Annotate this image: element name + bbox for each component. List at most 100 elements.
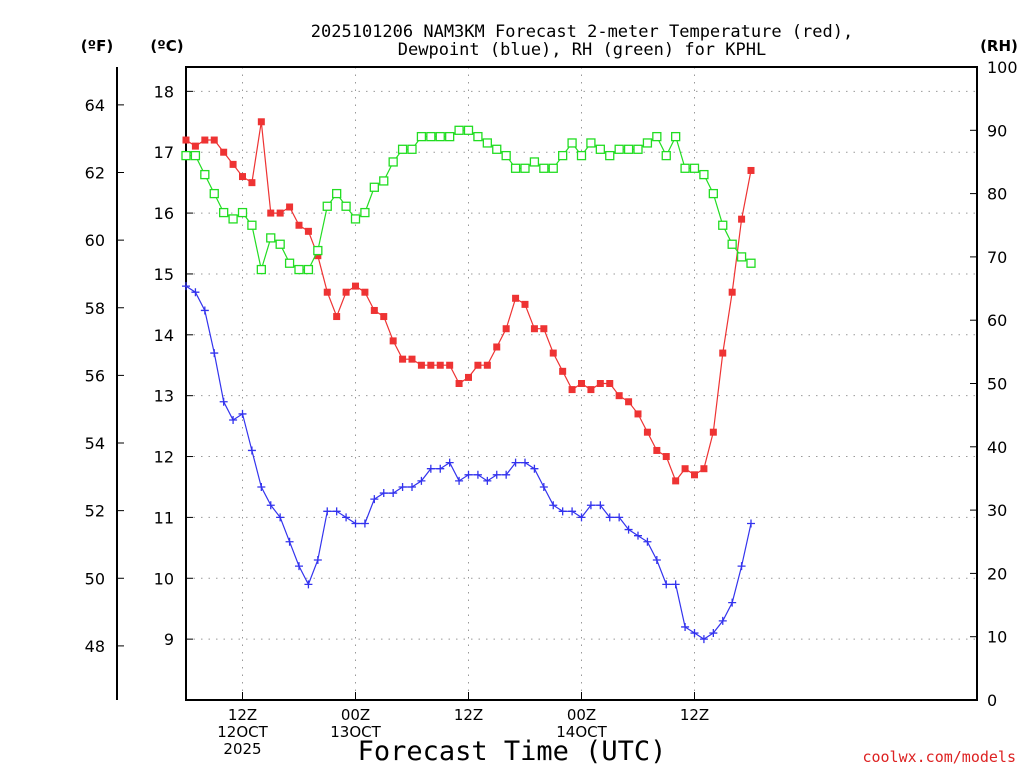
credit-text: coolwx.com/models — [862, 748, 1016, 766]
temperature-point — [446, 361, 454, 369]
dewpoint-point — [313, 556, 322, 565]
temperature-point — [596, 380, 604, 387]
rh-tick-label: 80 — [987, 185, 1007, 204]
series-rh — [181, 125, 756, 275]
f-tick-label: 62 — [85, 164, 105, 183]
x-tick-label: 2025 — [223, 740, 261, 758]
dewpoint-point — [530, 464, 539, 473]
temperature-point — [606, 380, 614, 387]
temperature-point — [634, 410, 642, 418]
dewpoint-point — [379, 489, 388, 498]
temperature-point — [210, 136, 218, 144]
dewpoint-point — [709, 629, 718, 638]
rh-point — [341, 201, 351, 211]
dewpoint-point — [455, 476, 464, 485]
f-tick-label: 48 — [85, 637, 105, 656]
f-tick-label: 50 — [85, 569, 105, 588]
dewpoint-point — [295, 562, 303, 571]
dewpoint-point — [370, 495, 379, 504]
temperature-point — [389, 337, 397, 345]
rh-point — [736, 252, 747, 262]
f-tick-label: 60 — [85, 231, 105, 250]
temperature-point — [643, 428, 651, 436]
temperature-point — [521, 300, 529, 308]
temperature-point — [502, 325, 510, 333]
rh-point — [586, 138, 596, 148]
rh-point — [463, 125, 474, 135]
rh-point — [567, 138, 577, 148]
dewpoint-point — [521, 458, 529, 467]
temperature-point — [681, 465, 689, 473]
temperature-point — [662, 453, 670, 461]
rh-point — [614, 144, 624, 154]
rh-tick-label: 40 — [987, 438, 1007, 457]
dewpoint-point — [624, 525, 633, 534]
rh-point — [445, 131, 455, 142]
rh-point — [228, 214, 238, 224]
dewpoint-point — [699, 635, 708, 644]
dewpoint-point — [690, 629, 699, 638]
temperature-point — [361, 288, 369, 296]
dewpoint-point — [718, 616, 727, 625]
dewpoint-point — [304, 580, 313, 589]
dewpoint-point — [492, 470, 501, 479]
rh-point — [181, 150, 191, 161]
temperature-point — [314, 252, 322, 260]
rh-point — [407, 144, 417, 154]
dewpoint-point — [219, 397, 228, 406]
rh-axis-label: (RH) — [980, 37, 1018, 55]
dewpoint-point — [483, 476, 492, 485]
temperature-point — [399, 355, 407, 363]
temperature-point — [427, 361, 435, 369]
temperature-point — [417, 361, 425, 369]
rh-tick-label: 30 — [987, 501, 1007, 520]
series-dewpoint — [182, 282, 755, 644]
temperature-point — [182, 136, 190, 144]
rh-tick-label: 90 — [987, 121, 1007, 140]
x-tick-label: 12OCT — [217, 723, 268, 741]
rh-point — [256, 264, 266, 275]
temperature-point — [295, 221, 303, 229]
c-tick-label: 9 — [164, 630, 174, 649]
temperature-point — [408, 355, 416, 363]
dewpoint-point — [728, 598, 737, 607]
rh-point — [435, 131, 445, 142]
dewpoint-point — [615, 513, 624, 522]
temperature-point — [530, 325, 538, 333]
plot-frame — [185, 66, 978, 701]
data-series — [181, 118, 756, 644]
temperature-point — [728, 288, 736, 296]
rh-point — [718, 220, 728, 230]
dewpoint-point — [398, 482, 407, 491]
rh-point — [313, 245, 323, 256]
x-tick-label: 13OCT — [330, 723, 381, 741]
rh-point — [219, 207, 229, 218]
dewpoint-point — [502, 470, 511, 479]
temperature-point — [239, 173, 246, 181]
rh-tick-label: 60 — [987, 311, 1007, 330]
temperature-point — [229, 160, 237, 168]
temperature-point — [549, 349, 557, 357]
f-tick-label: 64 — [85, 96, 105, 115]
dewpoint-point — [549, 501, 558, 510]
dewpoint-point — [191, 288, 200, 297]
temperature-point — [691, 471, 698, 479]
rh-tick-label: 70 — [987, 248, 1007, 267]
rh-point — [332, 188, 342, 199]
rh-point — [388, 157, 398, 167]
rh-point — [708, 188, 718, 199]
dewpoint-point — [210, 349, 219, 358]
temperature-point — [483, 361, 491, 369]
c-tick-label: 14 — [154, 326, 174, 345]
rh-point — [397, 144, 408, 154]
rh-tick-label: 50 — [987, 375, 1007, 394]
temperature-point — [323, 288, 331, 296]
rh-point — [548, 163, 558, 173]
c-tick-label: 10 — [154, 569, 174, 588]
dewpoint-point — [473, 470, 482, 479]
rh-point — [237, 207, 248, 218]
dewpoint-point — [238, 409, 247, 418]
temperature-point — [578, 380, 585, 387]
rh-tick-label: 0 — [987, 691, 997, 710]
f-tick-label: 58 — [85, 299, 105, 318]
